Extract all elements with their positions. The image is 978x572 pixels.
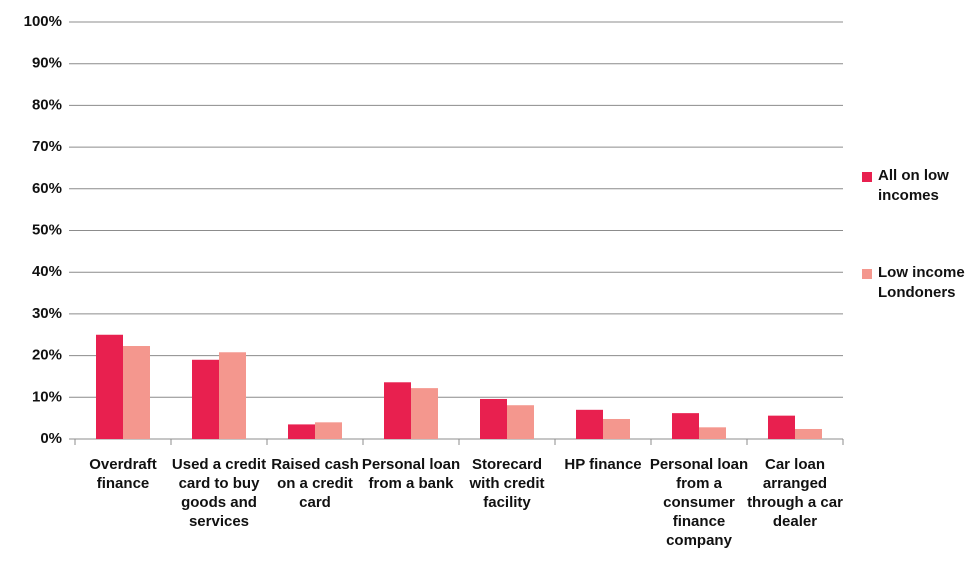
bar [219,352,246,439]
x-tick-label: Used a credit card to buy goods and serv… [171,456,267,530]
y-tick-label: 30% [32,305,62,322]
legend-swatch [862,269,872,279]
y-tick-label: 50% [32,221,62,238]
x-tick-label: Raised cash on a credit card [271,456,359,511]
bar [507,405,534,439]
bar [384,382,411,439]
bar [672,413,699,439]
bar [768,415,795,439]
y-tick-label: 80% [32,96,62,113]
x-tick-label: HP finance [564,456,642,473]
x-tick-label: Personal loan from a bank [361,456,461,492]
bar [576,409,603,439]
bar [699,427,726,439]
legend-label: All on low incomes [878,167,949,204]
bar [480,398,507,439]
bar [411,388,438,439]
bar [603,418,630,439]
y-tick-label: 10% [32,388,62,405]
y-tick-label: 0% [40,430,62,447]
legend-label: Low income Londoners [878,264,965,301]
y-tick-label: 20% [32,347,62,364]
y-tick-label: 60% [32,180,62,197]
x-tick-label: Car loan arranged through a car dealer [747,456,843,530]
bar [96,334,123,439]
bar [123,346,150,439]
x-tick-label: Storecard with credit facility [469,456,545,511]
y-tick-label: 40% [32,263,62,280]
legend-swatch [862,172,872,182]
bar [192,359,219,439]
y-tick-label: 70% [32,138,62,155]
y-tick-label: 90% [32,55,62,72]
bar [288,424,315,439]
bar [315,422,342,439]
x-tick-label: Overdraft finance [89,456,157,492]
bar [795,428,822,439]
x-tick-label: Personal loan from a consumer finance co… [649,456,749,549]
y-tick-label: 100% [24,13,62,30]
